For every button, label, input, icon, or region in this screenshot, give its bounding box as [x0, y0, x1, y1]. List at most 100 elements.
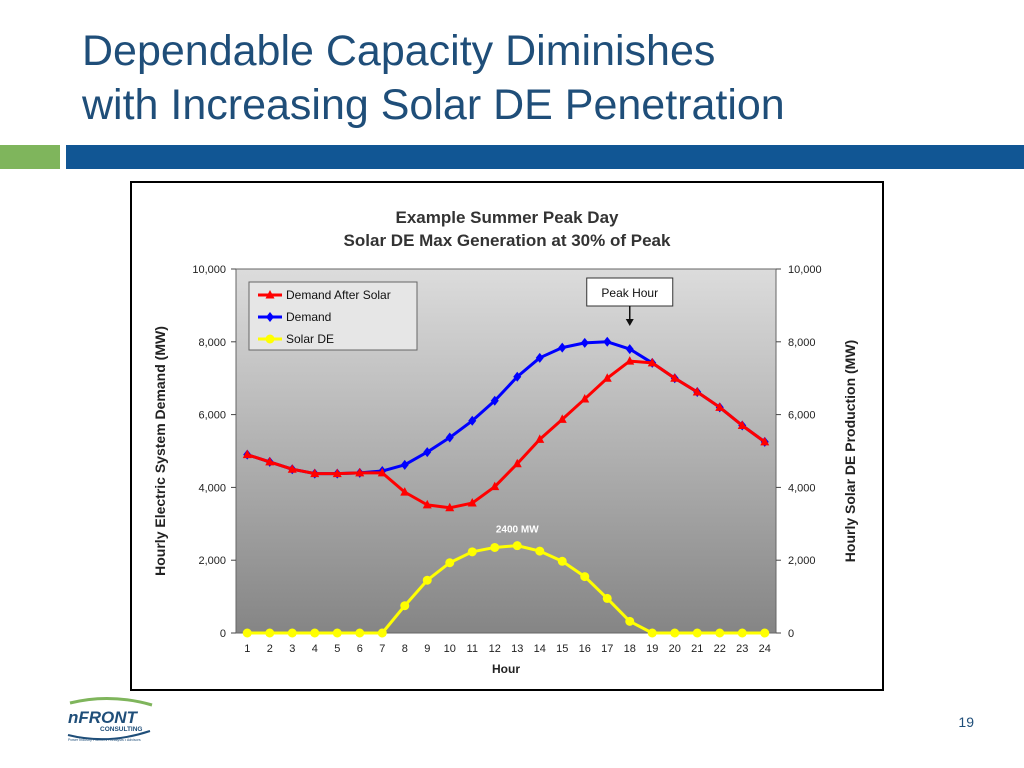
x-tick-label: 6: [357, 643, 363, 655]
point-solar-de: [580, 572, 590, 582]
x-tick-label: 22: [714, 643, 726, 655]
point-solar-de: [265, 628, 275, 638]
point-demand-after-solar: [715, 402, 725, 411]
legend-marker-demand-after-solar: [265, 290, 275, 299]
x-tick-label: 1: [244, 643, 250, 655]
x-tick-label: 21: [691, 643, 703, 655]
point-demand-after-solar: [602, 373, 612, 382]
point-demand-after-solar: [535, 434, 545, 443]
point-demand: [468, 415, 477, 426]
point-demand-after-solar: [332, 468, 342, 478]
point-solar-de: [422, 575, 432, 585]
point-solar-de: [332, 628, 342, 638]
x-tick-label: 12: [489, 643, 501, 655]
chart-title-line-2: Solar DE Max Generation at 30% of Peak: [344, 231, 671, 250]
logo-subtitle: CONSULTING: [100, 726, 143, 733]
point-demand: [423, 447, 432, 458]
y-tick-label-right: 10,000: [788, 264, 822, 276]
point-demand: [490, 395, 499, 406]
point-demand-after-solar: [625, 356, 635, 365]
point-solar-de: [467, 547, 477, 557]
x-tick-label: 23: [736, 643, 748, 655]
x-tick-label: 13: [511, 643, 523, 655]
point-demand-after-solar: [737, 420, 747, 430]
point-solar-de: [310, 628, 320, 638]
y-tick-label-left: 2,000: [198, 555, 226, 567]
accent-bar-blue: [66, 145, 1024, 169]
point-demand: [603, 336, 612, 347]
point-solar-de: [535, 546, 545, 556]
point-demand: [513, 371, 522, 382]
point-solar-de: [512, 541, 522, 551]
point-demand-after-solar: [647, 357, 657, 367]
x-tick-label: 15: [556, 643, 568, 655]
point-solar-de: [760, 628, 770, 638]
point-demand: [535, 352, 544, 363]
point-solar-de: [557, 556, 567, 566]
x-tick-label: 7: [379, 643, 385, 655]
point-solar-de: [737, 628, 747, 638]
legend-label-demand-after-solar: Demand After Solar: [286, 288, 391, 302]
y-tick-label-right: 6,000: [788, 410, 816, 422]
point-demand-after-solar: [557, 414, 567, 423]
y-tick-label-right: 0: [788, 628, 794, 640]
point-solar-de: [715, 628, 725, 638]
x-tick-label: 16: [579, 643, 591, 655]
logo-tagline: Power Industry Planners • Analysts • Adv…: [68, 738, 141, 742]
point-demand-after-solar: [580, 393, 590, 403]
x-tick-label: 10: [444, 643, 456, 655]
x-tick-label: 11: [467, 643, 478, 655]
y-tick-label-left: 0: [220, 628, 226, 640]
point-demand: [625, 344, 634, 355]
peak-solar-label: 2400 MW: [496, 525, 539, 536]
y-tick-label-left: 6,000: [198, 410, 226, 422]
point-demand-after-solar: [467, 498, 477, 507]
x-tick-label: 8: [402, 643, 408, 655]
chart-title-line-1: Example Summer Peak Day: [395, 208, 619, 227]
peak-hour-callout-label: Peak Hour: [601, 286, 658, 300]
x-tick-label: 2: [267, 643, 273, 655]
x-tick-label: 18: [624, 643, 636, 655]
point-demand: [445, 432, 454, 443]
x-tick-label: 9: [424, 643, 430, 655]
page-number: 19: [958, 714, 974, 730]
chart-frame: Example Summer Peak Day Solar DE Max Gen…: [130, 181, 884, 691]
point-demand-after-solar: [400, 487, 410, 496]
x-tick-label: 3: [289, 643, 295, 655]
nfront-logo: nFRONT CONSULTING Power Industry Planner…: [60, 695, 160, 745]
point-demand-after-solar: [512, 458, 522, 468]
point-demand-after-solar: [422, 499, 432, 509]
x-tick-label: 17: [601, 643, 613, 655]
point-solar-de: [242, 628, 252, 638]
point-solar-de: [692, 628, 702, 638]
chart: Example Summer Peak Day Solar DE Max Gen…: [152, 208, 858, 676]
point-demand-after-solar: [287, 464, 297, 473]
point-solar-de: [602, 593, 612, 603]
logo-mark: nFRONT CONSULTING Power Industry Planner…: [67, 697, 153, 742]
slide-title-line-1: Dependable Capacity Diminishes: [82, 27, 716, 75]
point-demand: [558, 342, 567, 353]
y-tick-label-right: 2,000: [788, 555, 816, 567]
legend-label-solar-de: Solar DE: [286, 332, 334, 346]
legend-marker-solar-de: [265, 334, 275, 344]
point-solar-de: [647, 628, 657, 638]
y-tick-label-right: 4,000: [788, 482, 816, 494]
point-demand-after-solar: [760, 436, 770, 446]
x-tick-label: 5: [334, 643, 340, 655]
y-tick-label-right: 8,000: [788, 337, 816, 349]
peak-hour-arrow-head: [625, 319, 634, 326]
legend-label-demand: Demand: [286, 310, 331, 324]
point-solar-de: [377, 628, 387, 638]
slide-title-line-2: with Increasing Solar DE Penetration: [82, 81, 785, 129]
x-tick-label: 24: [759, 643, 771, 655]
x-axis-label: Hour: [492, 662, 520, 676]
point-demand-after-solar: [310, 468, 320, 478]
point-solar-de: [355, 628, 365, 638]
point-demand-after-solar: [445, 502, 455, 512]
point-demand-after-solar: [692, 387, 702, 396]
point-demand: [400, 459, 409, 470]
point-demand-after-solar: [377, 467, 387, 477]
y-axis-right-label: Hourly Solar DE Production (MW): [842, 340, 858, 562]
x-tick-label: 19: [646, 643, 658, 655]
point-demand-after-solar: [490, 481, 500, 491]
